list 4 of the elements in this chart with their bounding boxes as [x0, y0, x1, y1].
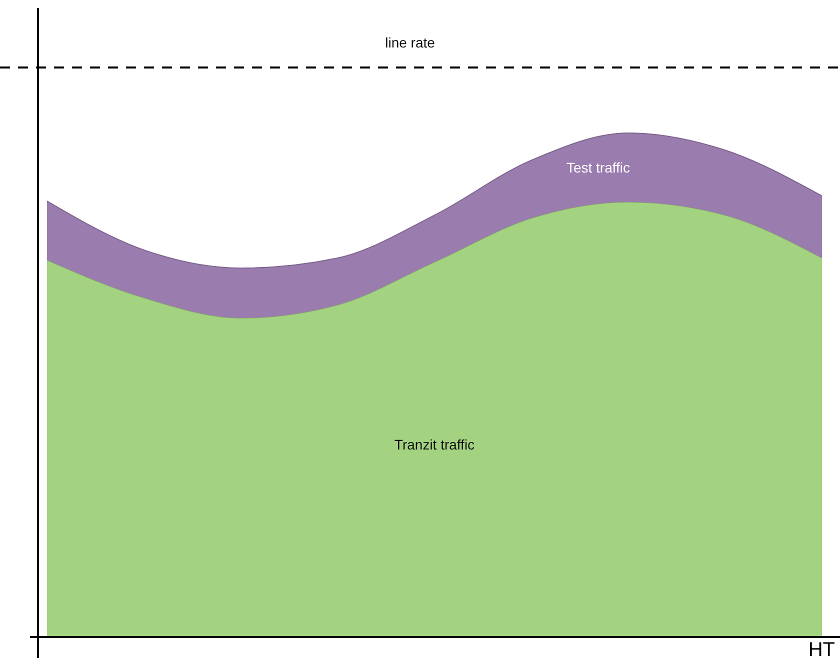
series-label: Tranzit traffic — [394, 436, 475, 453]
text: HT — [808, 639, 835, 658]
series-label: Test traffic — [566, 160, 630, 176]
ref-line-label: line rate — [385, 34, 436, 50]
